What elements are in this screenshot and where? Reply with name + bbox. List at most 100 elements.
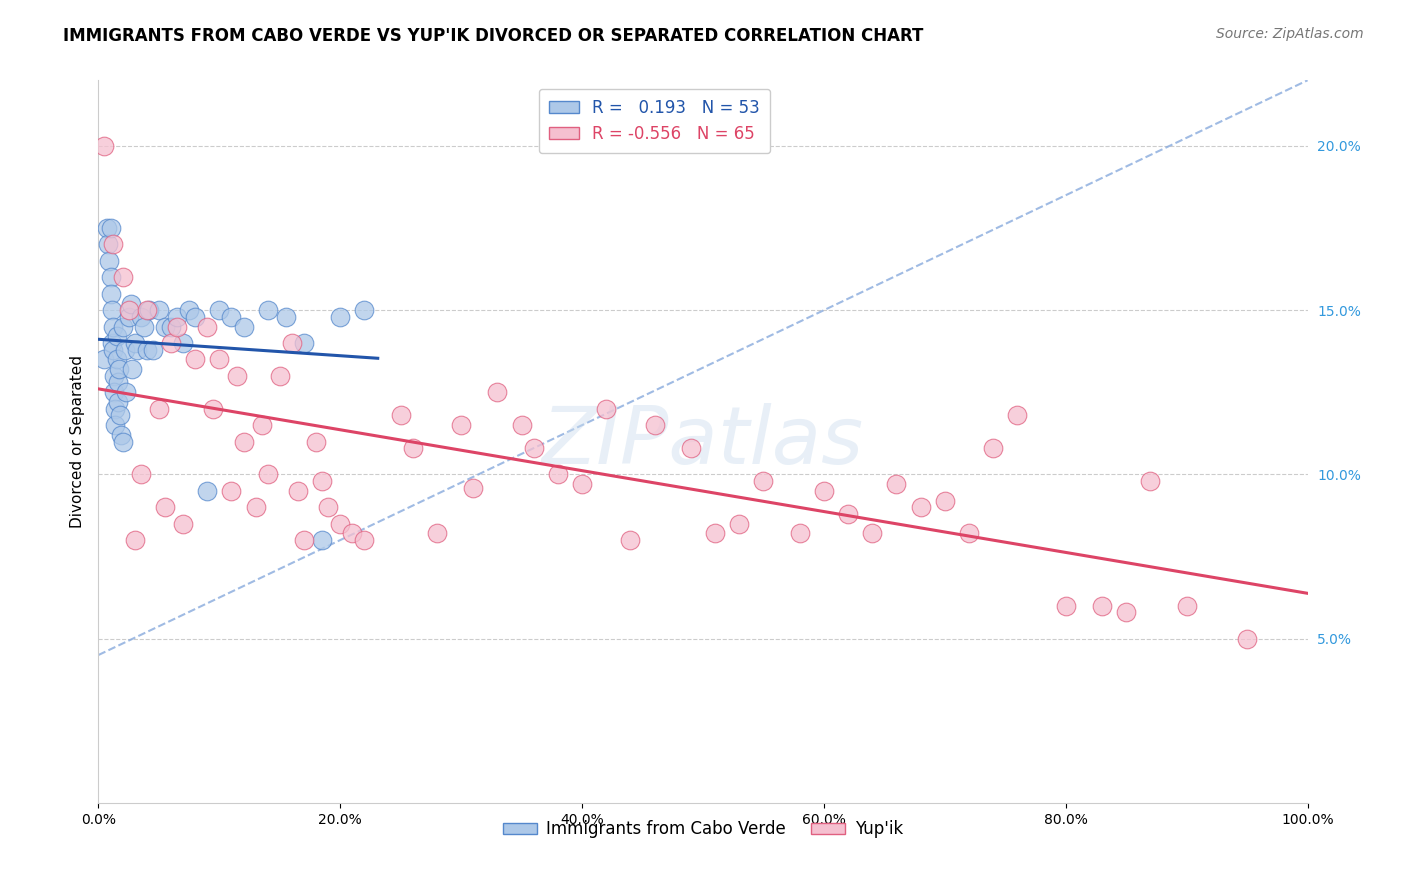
Point bbox=[172, 516, 194, 531]
Point bbox=[402, 441, 425, 455]
Point bbox=[121, 362, 143, 376]
Point bbox=[118, 310, 141, 324]
Point bbox=[316, 500, 339, 515]
Point bbox=[103, 385, 125, 400]
Point bbox=[232, 319, 254, 334]
Point bbox=[1139, 474, 1161, 488]
Point bbox=[957, 526, 980, 541]
Point bbox=[107, 395, 129, 409]
Point bbox=[510, 418, 533, 433]
Point bbox=[148, 303, 170, 318]
Point bbox=[134, 319, 156, 334]
Point bbox=[179, 303, 201, 318]
Point bbox=[232, 434, 254, 449]
Point bbox=[311, 474, 333, 488]
Point bbox=[728, 516, 751, 531]
Point bbox=[142, 343, 165, 357]
Point bbox=[105, 352, 128, 367]
Point bbox=[103, 368, 125, 383]
Point bbox=[486, 385, 509, 400]
Point bbox=[111, 270, 134, 285]
Point bbox=[208, 303, 231, 318]
Point bbox=[547, 467, 569, 482]
Point bbox=[860, 526, 883, 541]
Point bbox=[111, 434, 134, 449]
Point bbox=[172, 336, 194, 351]
Point bbox=[135, 303, 157, 318]
Point bbox=[195, 483, 218, 498]
Point bbox=[1007, 409, 1029, 423]
Point bbox=[256, 467, 278, 482]
Point bbox=[98, 253, 121, 268]
Point bbox=[114, 343, 136, 357]
Point bbox=[111, 319, 134, 334]
Point bbox=[329, 516, 352, 531]
Point bbox=[1236, 632, 1258, 646]
Point bbox=[679, 441, 702, 455]
Point bbox=[1091, 599, 1114, 613]
Point bbox=[120, 296, 142, 310]
Point bbox=[105, 329, 128, 343]
Point bbox=[287, 483, 309, 498]
Point bbox=[184, 310, 207, 324]
Point bbox=[153, 319, 176, 334]
Point bbox=[202, 401, 225, 416]
Point bbox=[886, 477, 908, 491]
Point bbox=[311, 533, 333, 547]
Point bbox=[101, 343, 124, 357]
Point bbox=[97, 237, 120, 252]
Point bbox=[305, 434, 328, 449]
Point bbox=[118, 303, 141, 318]
Point bbox=[101, 319, 124, 334]
Point bbox=[226, 368, 249, 383]
Text: Source: ZipAtlas.com: Source: ZipAtlas.com bbox=[1216, 27, 1364, 41]
Legend: Immigrants from Cabo Verde, Yup'ik: Immigrants from Cabo Verde, Yup'ik bbox=[496, 814, 910, 845]
Point bbox=[96, 221, 118, 235]
Point bbox=[450, 418, 472, 433]
Point bbox=[166, 310, 188, 324]
Point bbox=[135, 343, 157, 357]
Text: ZIPatlas: ZIPatlas bbox=[541, 402, 865, 481]
Text: IMMIGRANTS FROM CABO VERDE VS YUP'IK DIVORCED OR SEPARATED CORRELATION CHART: IMMIGRANTS FROM CABO VERDE VS YUP'IK DIV… bbox=[63, 27, 924, 45]
Point bbox=[100, 336, 122, 351]
Point bbox=[704, 526, 727, 541]
Point bbox=[166, 319, 188, 334]
Point bbox=[752, 474, 775, 488]
Point bbox=[595, 401, 617, 416]
Point bbox=[101, 237, 124, 252]
Point bbox=[93, 352, 115, 367]
Point bbox=[100, 221, 122, 235]
Point bbox=[353, 533, 375, 547]
Point bbox=[100, 286, 122, 301]
Point bbox=[342, 526, 364, 541]
Point bbox=[221, 483, 243, 498]
Point bbox=[129, 467, 152, 482]
Point bbox=[245, 500, 267, 515]
Point bbox=[463, 481, 485, 495]
Point bbox=[269, 368, 291, 383]
Point bbox=[292, 336, 315, 351]
Point bbox=[292, 533, 315, 547]
Point bbox=[934, 493, 956, 508]
Point bbox=[108, 362, 131, 376]
Point bbox=[148, 401, 170, 416]
Point bbox=[100, 303, 122, 318]
Point bbox=[93, 139, 115, 153]
Point bbox=[353, 303, 375, 318]
Point bbox=[281, 336, 304, 351]
Point bbox=[129, 310, 152, 324]
Point bbox=[619, 533, 641, 547]
Point bbox=[124, 336, 146, 351]
Point bbox=[644, 418, 666, 433]
Point bbox=[124, 533, 146, 547]
Point bbox=[104, 401, 127, 416]
Point bbox=[208, 352, 231, 367]
Point bbox=[250, 418, 273, 433]
Point bbox=[160, 319, 183, 334]
Point bbox=[127, 343, 149, 357]
Point bbox=[1115, 605, 1137, 619]
Point bbox=[115, 385, 138, 400]
Point bbox=[100, 270, 122, 285]
Point bbox=[813, 483, 835, 498]
Point bbox=[1054, 599, 1077, 613]
